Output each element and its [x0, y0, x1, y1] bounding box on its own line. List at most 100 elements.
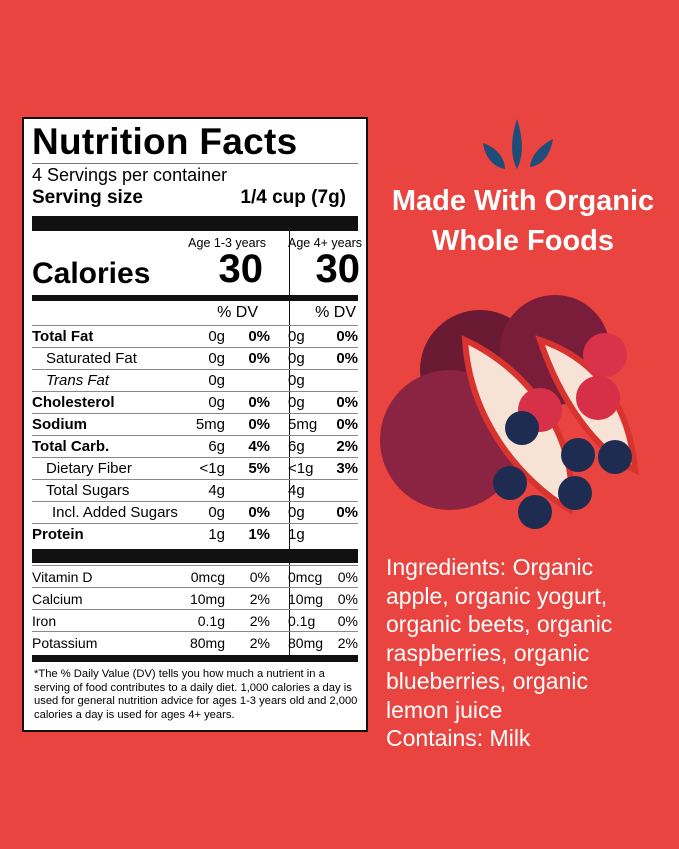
- cell-a1: 0.1g: [197, 613, 225, 629]
- dv-header-1: % DV: [217, 304, 258, 321]
- cell-name: Sodium: [32, 416, 87, 433]
- cell-name: Vitamin D: [32, 569, 93, 585]
- cell-name: Cholesterol: [32, 394, 115, 411]
- nutrition-facts-label: Nutrition Facts 4 Servings per container…: [22, 117, 368, 732]
- cell-d2: 0%: [336, 350, 358, 367]
- cell-d1: 2%: [249, 591, 270, 607]
- vitamin-row: Iron 0.1g 2% 0.1g 0%: [32, 609, 358, 632]
- fruit-illustration: [380, 295, 639, 529]
- nutrient-row: Dietary Fiber <1g 5% <1g 3%: [32, 457, 358, 480]
- cell-name: Total Fat: [32, 328, 94, 345]
- cell-a1: 5mg: [195, 416, 225, 433]
- nutrient-row: Trans Fat 0g 0g: [32, 369, 358, 392]
- cell-d2: 0%: [336, 328, 358, 345]
- cell-a1: 0g: [208, 328, 225, 345]
- cell-name: Protein: [32, 526, 84, 543]
- cell-d1: 2%: [249, 613, 270, 629]
- ingredients-line: lemon juice: [386, 696, 503, 723]
- cell-d1: 4%: [248, 438, 270, 455]
- cell-d2: 0%: [337, 569, 358, 585]
- cell-a2: 0.1g: [288, 613, 316, 629]
- cell-a1: 4g: [208, 482, 225, 499]
- three-drops-icon: [483, 119, 553, 169]
- nutrient-row: Protein 1g 1% 1g: [32, 523, 358, 546]
- cell-name: Total Carb.: [32, 438, 110, 455]
- cell-d1: 0%: [248, 416, 270, 433]
- cell-d2: 3%: [336, 460, 358, 477]
- vitamin-row: Calcium 10mg 2% 10mg 0%: [32, 587, 358, 610]
- cell-a1: 6g: [208, 438, 225, 455]
- cell-d2: 2%: [337, 635, 358, 651]
- cell-a1: 80mg: [189, 635, 225, 651]
- cell-d1: 0%: [248, 394, 270, 411]
- vitamin-row: Vitamin D 0mcg 0% 0mcg 0%: [32, 565, 358, 588]
- cell-d1: 1%: [248, 526, 270, 543]
- col1-header: Age 1-3 years: [188, 236, 266, 250]
- cell-a2: 0g: [288, 504, 305, 521]
- cell-a2: 10mg: [288, 591, 324, 607]
- cell-a1: 1g: [208, 526, 225, 543]
- promo-panel: Made With Organic Whole Foods Ingredient…: [370, 0, 679, 849]
- cell-name: Saturated Fat: [46, 350, 137, 367]
- cell-a2: 0mcg: [288, 569, 323, 585]
- cell-name: Potassium: [32, 635, 98, 651]
- cell-a2: 80mg: [288, 635, 324, 651]
- cell-a2: 5mg: [288, 416, 318, 433]
- cell-a1: 0g: [208, 394, 225, 411]
- nutrient-row: Cholesterol 0g 0% 0g 0%: [32, 391, 358, 414]
- cell-a2: 0g: [288, 372, 305, 389]
- cell-d2: 0%: [336, 504, 358, 521]
- cell-a1: 10mg: [189, 591, 225, 607]
- cell-d2: 2%: [336, 438, 358, 455]
- cell-name: Dietary Fiber: [46, 460, 132, 477]
- cell-d2: 0%: [337, 613, 358, 629]
- cell-a2: 0g: [288, 328, 305, 345]
- cell-d1: 0%: [248, 328, 270, 345]
- cell-a1: 0g: [208, 350, 225, 367]
- nutrient-row: Total Carb. 6g 4% 6g 2%: [32, 435, 358, 458]
- ingredients-line: blueberries, organic: [386, 668, 589, 694]
- promo-line-1: Made With Organic: [391, 185, 655, 217]
- calories-label: Calories: [32, 257, 151, 290]
- cell-a2: 1g: [288, 526, 305, 543]
- footnote: *The % Daily Value (DV) tells you how mu…: [34, 668, 358, 721]
- vitamin-row: Potassium 80mg 2% 80mg 2%: [32, 631, 358, 654]
- calories-col2: 30: [315, 247, 361, 291]
- cell-d2: 0%: [337, 591, 358, 607]
- ingredients-line: apple, organic yogurt,: [386, 582, 608, 609]
- nutrient-row: Sodium 5mg 0% 5mg 0%: [32, 413, 358, 436]
- ingredients-text: Ingredients: Organic apple, organic yogur…: [386, 553, 612, 753]
- dv-header-2: % DV: [315, 304, 356, 321]
- cell-a1: 0g: [208, 504, 225, 521]
- contains-allergen: Contains: Milk: [386, 725, 531, 751]
- cell-d1: 0%: [248, 350, 270, 367]
- ingredients-line: raspberries, organic: [386, 639, 590, 666]
- cell-d1: 0%: [248, 504, 270, 521]
- calories-col1: 30: [218, 247, 264, 291]
- cell-name: Total Sugars: [46, 482, 130, 499]
- ingredients-line: organic beets, organic: [386, 611, 613, 637]
- cell-name: Incl. Added Sugars: [52, 504, 178, 521]
- nutrient-row: Saturated Fat 0g 0% 0g 0%: [32, 347, 358, 370]
- cell-name: Trans Fat: [46, 372, 110, 389]
- servings-per-container: 4 Servings per container: [32, 165, 228, 185]
- cell-d1: 5%: [248, 460, 270, 477]
- cell-a2: <1g: [288, 460, 314, 477]
- col2-header: Age 4+ years: [287, 236, 362, 250]
- cell-d2: 0%: [336, 394, 358, 411]
- cell-d1: 0%: [249, 569, 270, 585]
- nutrient-row: Total Fat 0g 0% 0g 0%: [32, 325, 358, 348]
- label-title: Nutrition Facts: [32, 121, 298, 162]
- cell-d1: 2%: [249, 635, 270, 651]
- cell-a2: 0g: [288, 394, 305, 411]
- cell-d2: 0%: [336, 416, 358, 433]
- cell-a2: 4g: [288, 482, 305, 499]
- nutrient-row: Incl. Added Sugars 0g 0% 0g 0%: [32, 501, 358, 524]
- cell-name: Iron: [32, 613, 57, 629]
- ingredients-line: Ingredients: Organic: [386, 554, 594, 580]
- cell-a2: 6g: [288, 438, 305, 455]
- cell-a1: 0g: [208, 372, 225, 389]
- nutrient-row: Total Sugars 4g 4g: [32, 479, 358, 502]
- promo-line-2: Whole Foods: [431, 225, 615, 257]
- serving-size-label: Serving size: [32, 187, 143, 208]
